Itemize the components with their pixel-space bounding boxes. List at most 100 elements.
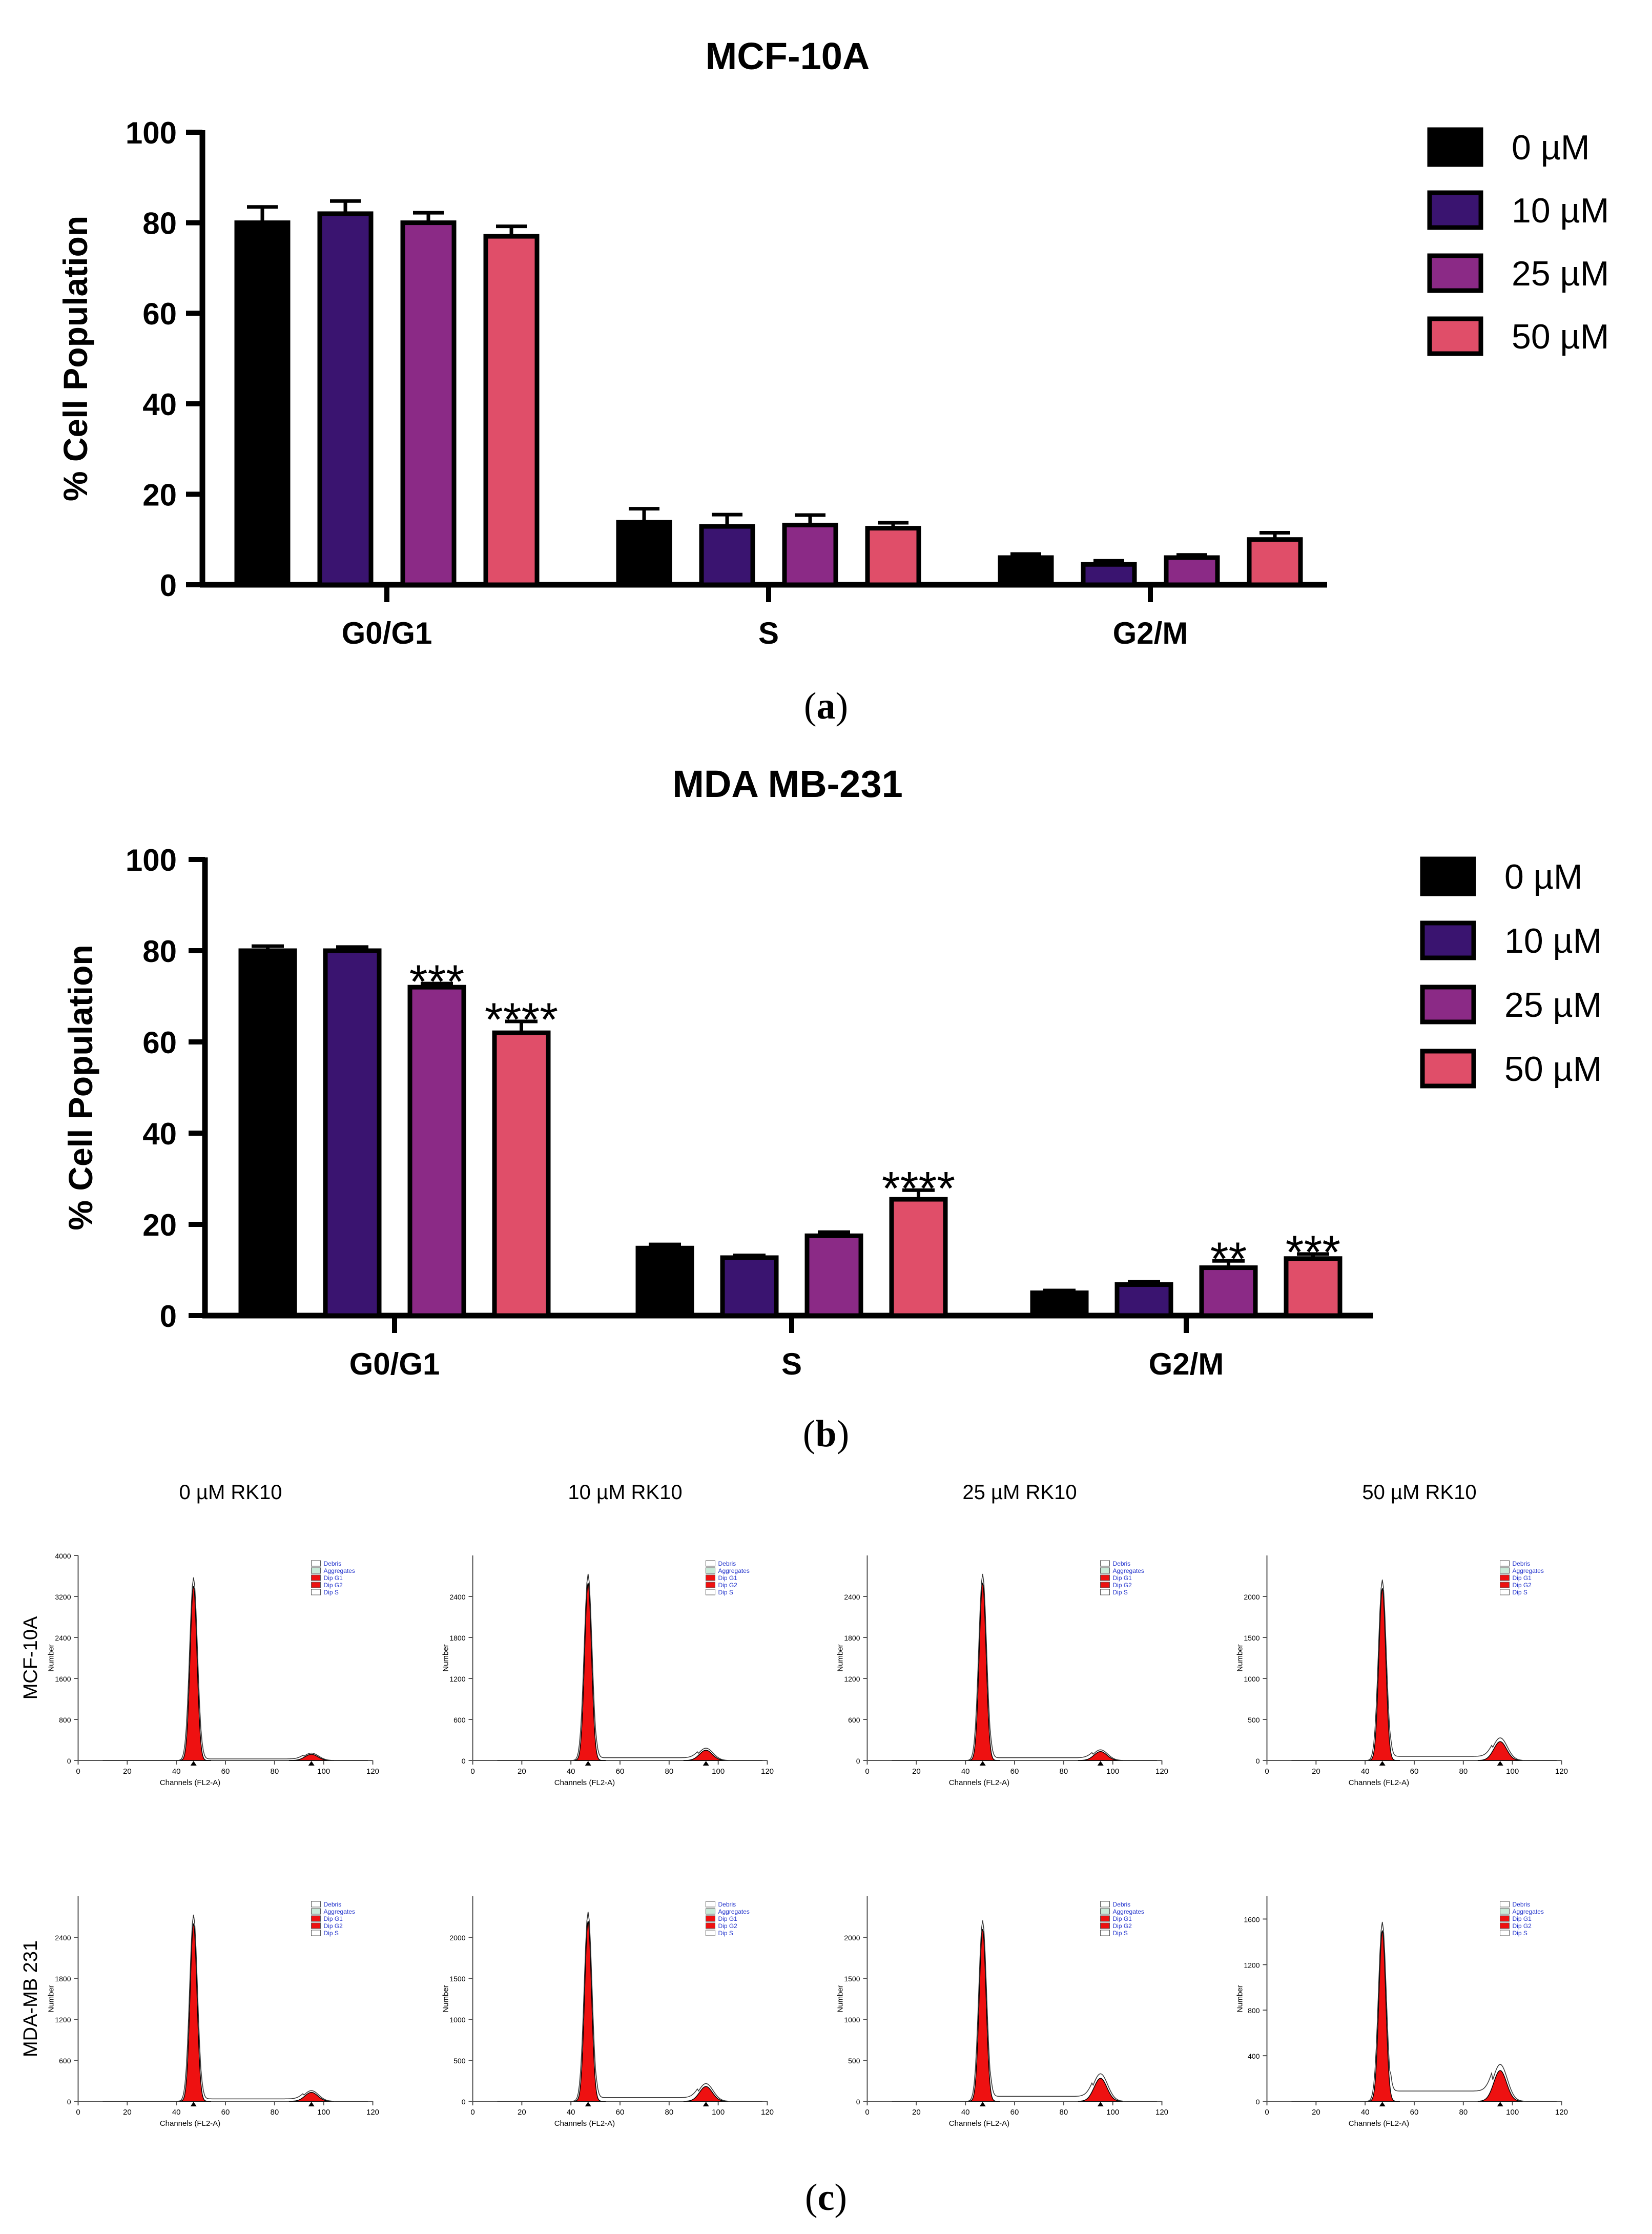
hist-x-tick-label: 60 — [221, 1767, 230, 1776]
hist-x-tick-label: 20 — [1312, 1767, 1320, 1776]
hist-legend-swatch — [311, 1567, 321, 1574]
hist-legend-swatch — [1500, 1582, 1510, 1588]
hist-x-label: Channels (FL2-A) — [1349, 2119, 1409, 2128]
bar-chart-a: MCF-10A % Cell Population 0 20 40 60 80 100 G0/G… — [56, 35, 1609, 727]
caption-letter: b — [815, 1413, 836, 1455]
hist-legend-swatch — [1500, 1908, 1510, 1915]
hist-x-tick-label: 100 — [317, 2108, 330, 2117]
peak-marker — [1097, 1761, 1104, 1766]
hist-x-tick-label: 120 — [366, 2108, 379, 2117]
bar — [238, 948, 297, 1318]
legend-label: 25 µM — [1512, 254, 1609, 293]
hist-legend-swatch — [311, 1574, 321, 1581]
hist-x-tick-label: 20 — [912, 2108, 921, 2117]
hist-x-tick-label: 80 — [665, 2108, 673, 2117]
g1-peak — [176, 1586, 211, 1761]
hist-y-tick-label: 0 — [1256, 2098, 1260, 2106]
hist-outline — [497, 1912, 762, 2102]
panel-caption: (b) — [803, 1413, 849, 1455]
bar — [234, 220, 291, 587]
hist-legend-label: Aggregates — [718, 1567, 750, 1574]
peak-marker — [1379, 2102, 1386, 2106]
hist-y-tick-label: 600 — [453, 1716, 466, 1724]
hist-x-tick-label: 60 — [221, 2108, 230, 2117]
hist-legend-swatch — [706, 1574, 715, 1581]
hist-legend-label: Dip G2 — [324, 1922, 343, 1930]
hist-legend-swatch — [1500, 1574, 1510, 1581]
hist-legend-label: Aggregates — [1513, 1567, 1544, 1574]
histogram-panel: 0 500 1000 1500 2000 0 20 40 60 80 100 120 Channels … — [836, 1896, 1168, 2128]
caption-close: ) — [836, 685, 849, 727]
hist-y-tick-label: 800 — [1248, 2006, 1260, 2015]
legend-swatch — [1427, 316, 1483, 356]
hist-legend-swatch — [706, 1922, 715, 1929]
hist-x-tick-label: 100 — [1106, 2108, 1119, 2117]
hist-y-tick-label: 0 — [856, 1757, 860, 1765]
g2-peak — [683, 2086, 729, 2102]
bar — [865, 526, 921, 587]
hist-x-tick-label: 20 — [123, 2108, 132, 2117]
hist-legend-swatch — [1500, 1922, 1510, 1929]
peak-marker — [1497, 1761, 1503, 1766]
hist-legend-swatch — [311, 1915, 321, 1922]
hist-x-tick-label: 20 — [518, 1767, 526, 1776]
hist-outline — [497, 1573, 762, 1761]
g1-peak — [1365, 1930, 1400, 2102]
hist-legend-label: Aggregates — [1113, 1908, 1144, 1915]
legend-swatch — [1420, 985, 1476, 1024]
column-title: 0 µM RK10 — [179, 1481, 282, 1504]
hist-legend-label: Dip G2 — [1513, 1922, 1532, 1930]
peak-marker — [1097, 2102, 1104, 2106]
bar — [635, 1245, 694, 1318]
legend-label: 25 µM — [1504, 986, 1602, 1024]
legend-label: 50 µM — [1512, 317, 1609, 356]
hist-legend-swatch — [1100, 1908, 1110, 1915]
hist-x-tick-label: 120 — [1155, 2108, 1168, 2117]
hist-legend-swatch — [706, 1915, 715, 1922]
peak-marker — [585, 2102, 591, 2106]
hist-outline — [892, 1573, 1157, 1761]
hist-y-tick-label: 600 — [59, 2057, 71, 2065]
hist-x-tick-label: 0 — [1265, 1767, 1269, 1776]
hist-y-tick-label: 1000 — [844, 2016, 860, 2024]
peak-marker — [703, 1761, 709, 1766]
peak-marker — [190, 1761, 197, 1766]
x-tick-label: G2/M — [1113, 616, 1188, 650]
hist-x-tick-label: 100 — [712, 1767, 725, 1776]
bar — [699, 524, 755, 587]
y-tick-label: 80 — [142, 934, 177, 969]
bar — [889, 1197, 948, 1318]
hist-legend-label: Dip G1 — [718, 1915, 738, 1922]
hist-legend-label: Debris — [324, 1901, 342, 1908]
significance-marker: **** — [485, 994, 558, 1046]
hist-x-tick-label: 100 — [1506, 2108, 1519, 2117]
hist-legend-swatch — [706, 1930, 715, 1936]
bar — [1164, 555, 1220, 587]
chart-title: MCF-10A — [706, 35, 870, 77]
legend-label: 0 µM — [1504, 857, 1583, 896]
hist-y-tick-label: 2400 — [844, 1593, 860, 1601]
hist-y-tick-label: 2000 — [449, 1934, 465, 1942]
hist-x-tick-label: 80 — [1059, 1767, 1068, 1776]
caption-open: ( — [805, 2177, 818, 2219]
bar — [720, 1255, 779, 1318]
hist-x-tick-label: 80 — [665, 1767, 673, 1776]
bar — [998, 555, 1054, 587]
hist-legend-swatch — [1500, 1589, 1510, 1595]
peak-marker — [1379, 1761, 1386, 1766]
hist-x-label: Channels (FL2-A) — [949, 2119, 1009, 2128]
hist-y-tick-label: 1200 — [1244, 1961, 1259, 1969]
hist-legend-label: Aggregates — [324, 1908, 355, 1915]
hist-x-tick-label: 40 — [1361, 1767, 1370, 1776]
bar — [317, 211, 374, 587]
hist-legend-label: Dip G2 — [324, 1582, 343, 1589]
g2-peak — [683, 1750, 729, 1761]
hist-legend-swatch — [1100, 1901, 1110, 1908]
hist-y-tick-label: 0 — [462, 2098, 466, 2106]
hist-legend-swatch — [1100, 1915, 1110, 1922]
hist-x-tick-label: 40 — [961, 1767, 970, 1776]
peak-marker — [190, 2102, 197, 2106]
histogram-panel: 0 400 800 1200 1600 0 20 40 60 80 100 120 Channels (… — [1236, 1896, 1568, 2128]
hist-x-tick-label: 60 — [1410, 2108, 1419, 2117]
